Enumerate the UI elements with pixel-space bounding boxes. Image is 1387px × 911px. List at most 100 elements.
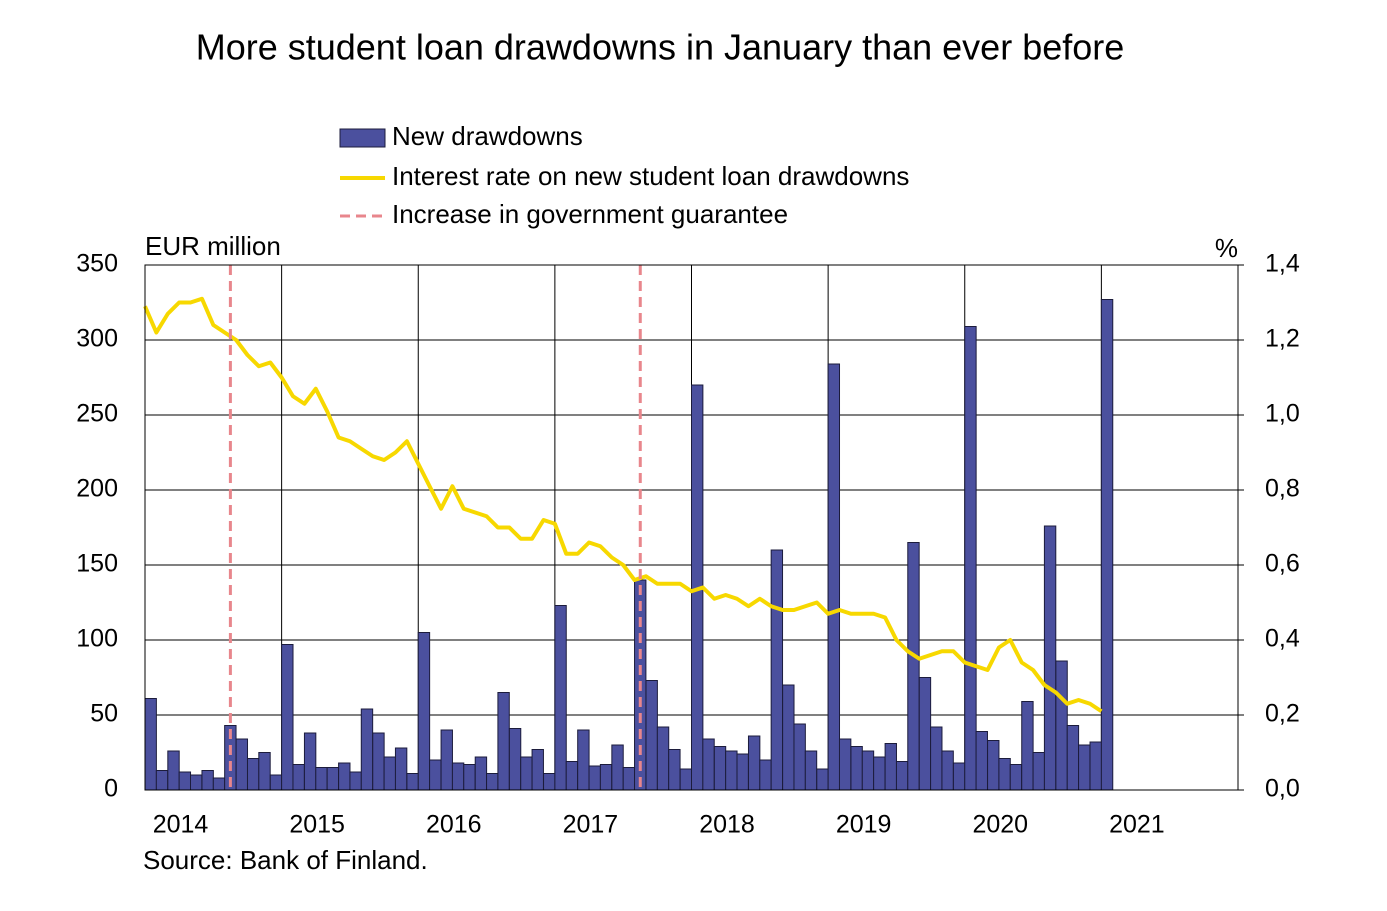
x-tick-label: 2016 bbox=[426, 811, 482, 839]
bar bbox=[269, 774, 283, 791]
bar bbox=[531, 749, 544, 791]
bar bbox=[747, 735, 761, 791]
y-tick-label: 250 bbox=[76, 400, 118, 428]
bar bbox=[155, 770, 169, 791]
legend-label: New drawdowns bbox=[392, 121, 583, 151]
bar bbox=[144, 698, 157, 791]
x-tick-label: 2015 bbox=[289, 811, 345, 839]
bar bbox=[565, 761, 579, 791]
bar bbox=[782, 684, 795, 791]
bar bbox=[759, 759, 772, 791]
bar bbox=[588, 765, 601, 791]
bar bbox=[235, 738, 249, 791]
bar bbox=[1100, 299, 1114, 791]
bar bbox=[520, 756, 533, 791]
bar bbox=[622, 767, 636, 791]
legend-swatch bbox=[339, 128, 386, 148]
bar bbox=[827, 363, 841, 791]
source: Source: Bank of Finland. bbox=[143, 845, 428, 875]
bar bbox=[736, 753, 749, 791]
bar bbox=[281, 644, 294, 791]
bar bbox=[713, 746, 727, 791]
bar bbox=[303, 732, 317, 791]
bar bbox=[315, 767, 328, 791]
y-tick-label: 300 bbox=[76, 325, 118, 353]
bar bbox=[804, 750, 818, 791]
y-tick-label: 350 bbox=[76, 250, 118, 278]
y2-tick-label: 0,4 bbox=[1265, 625, 1300, 653]
bar bbox=[702, 738, 715, 791]
bar bbox=[258, 752, 271, 791]
bar bbox=[246, 758, 260, 791]
bar bbox=[998, 758, 1011, 791]
bar bbox=[850, 746, 863, 791]
y-axis-label: EUR million bbox=[145, 231, 281, 261]
y2-tick-label: 1,2 bbox=[1265, 325, 1300, 353]
bar bbox=[907, 542, 920, 791]
legend-label: Increase in government guarantee bbox=[392, 199, 788, 229]
bar bbox=[930, 726, 943, 791]
y2-tick-label: 0,2 bbox=[1265, 700, 1300, 728]
bar bbox=[292, 764, 305, 791]
bar bbox=[201, 770, 214, 791]
bar bbox=[212, 777, 226, 791]
bar bbox=[372, 732, 385, 791]
bar bbox=[577, 729, 590, 791]
bar bbox=[1043, 525, 1057, 791]
y2-tick-label: 0,0 bbox=[1265, 775, 1300, 803]
bar bbox=[463, 764, 476, 791]
y2-tick-label: 0,6 bbox=[1265, 550, 1300, 578]
chart-title: More student loan drawdowns in January t… bbox=[196, 27, 1125, 68]
x-tick-label: 2014 bbox=[153, 811, 209, 839]
bar bbox=[394, 747, 408, 791]
bar bbox=[1009, 764, 1023, 791]
bar bbox=[838, 738, 852, 791]
y2-tick-label: 1,0 bbox=[1265, 400, 1300, 428]
bar bbox=[668, 749, 681, 791]
bar bbox=[861, 750, 875, 791]
y2-axis-label: % bbox=[1215, 233, 1238, 263]
bar bbox=[349, 771, 362, 791]
x-tick-label: 2017 bbox=[563, 811, 619, 839]
bar bbox=[178, 771, 192, 791]
bar bbox=[451, 762, 465, 791]
bar bbox=[884, 743, 897, 791]
y2-tick-label: 1,4 bbox=[1265, 250, 1300, 278]
bar bbox=[964, 326, 977, 791]
bar bbox=[611, 744, 624, 791]
x-tick-label: 2020 bbox=[972, 811, 1028, 839]
bar bbox=[508, 728, 522, 791]
bar bbox=[554, 605, 567, 791]
bar bbox=[952, 762, 966, 791]
bar bbox=[987, 740, 1000, 791]
bar bbox=[1021, 701, 1034, 791]
bar bbox=[497, 692, 510, 791]
bar bbox=[941, 750, 954, 791]
bar bbox=[725, 750, 738, 791]
bar bbox=[167, 750, 180, 791]
bar bbox=[793, 723, 806, 791]
bar bbox=[360, 708, 374, 791]
bar bbox=[895, 761, 909, 791]
bar bbox=[383, 756, 396, 791]
bar bbox=[429, 759, 442, 791]
y-tick-label: 100 bbox=[76, 625, 118, 653]
bar bbox=[543, 773, 556, 791]
x-tick-label: 2021 bbox=[1109, 811, 1165, 839]
y-tick-label: 0 bbox=[104, 775, 118, 803]
line bbox=[143, 296, 1103, 713]
bar bbox=[816, 768, 829, 791]
y2-tick-label: 0,8 bbox=[1265, 475, 1300, 503]
bar bbox=[1032, 752, 1045, 791]
bar bbox=[1055, 660, 1068, 791]
plot-frame bbox=[144, 264, 1239, 791]
y-tick-label: 50 bbox=[90, 700, 118, 728]
bar bbox=[918, 677, 932, 791]
bar bbox=[873, 756, 886, 791]
bar bbox=[770, 549, 784, 791]
bar bbox=[1089, 741, 1102, 791]
bar bbox=[406, 773, 419, 791]
y-tick-label: 150 bbox=[76, 550, 118, 578]
bar bbox=[417, 632, 431, 791]
